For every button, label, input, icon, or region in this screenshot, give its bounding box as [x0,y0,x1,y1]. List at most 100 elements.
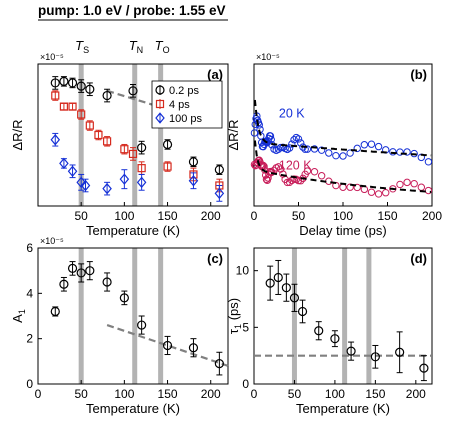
fit-curve [253,99,432,157]
data-point [294,135,303,143]
data-point [424,158,433,166]
data-point [50,306,60,317]
data-point [339,152,347,160]
temperature-marker-label: TS [75,38,89,55]
x-tick-label: 150 [158,387,178,401]
data-point [346,149,354,157]
data-point [162,340,173,351]
x-tick-label: 50 [75,209,89,223]
data-point [120,145,129,154]
data-point [396,148,404,156]
data-point [85,84,95,94]
x-tick-label: 150 [158,209,178,223]
series-tau1 [265,259,429,382]
data-point [310,168,319,176]
data-point [289,293,300,303]
data-point [360,141,369,149]
data-point [283,178,292,187]
y-tick-label: 6 [26,241,33,255]
y-tick-label: 0 [26,377,33,391]
temperature-marker-bar [132,64,138,206]
data-point [346,346,356,356]
data-point [76,81,86,91]
legend-marker [155,99,165,109]
data-point [85,266,95,276]
x-tick-label: 50 [288,387,302,401]
series-4-ps [51,90,224,193]
x-tick-label: 100 [114,209,134,223]
data-point [266,132,275,140]
data-point [419,363,429,373]
legend-label: 100 ps [169,113,203,125]
data-point [250,129,259,137]
temperature-marker-bar [366,248,372,384]
temperature-marker-bar [158,64,164,206]
data-point [268,168,276,176]
data-point [188,175,199,187]
x-tick-label: 150 [377,209,397,223]
data-point [50,133,61,146]
data-point [188,343,199,353]
data-point [214,165,224,175]
data-point [303,167,312,175]
data-point [265,278,275,288]
data-point [128,86,138,96]
data-point [382,189,390,197]
temperature-marker-label: TO [155,38,170,55]
plot-frame [37,63,229,207]
data-point [85,121,94,130]
fit-curve [253,140,432,193]
x-axis-label: Delay time (ps) [299,223,386,238]
data-point [94,130,103,140]
data-point [80,179,91,192]
data-point [267,135,275,144]
data-point [163,162,172,171]
y-tick-label: 10 [236,264,250,278]
chart-panel-2: 0 50 100 150 200 ×10⁻⁵ Delay time (ps) ΔR/R (b) 2… [226,52,442,238]
data-point [297,139,305,147]
data-point [188,157,199,167]
temperature-marker-bar [291,248,297,384]
panel-label: (b) [410,67,427,82]
y-tick-label: 5 [242,320,249,334]
series-A1 [50,261,224,376]
data-point [137,143,147,153]
data-point [403,148,411,156]
legend-label: 4 ps [169,99,190,111]
x-tick-label: 150 [365,387,385,401]
legend-marker [155,85,165,95]
temperature-marker-bar [342,248,348,384]
data-point [102,90,112,101]
data-point [417,183,426,191]
y-tick-label: 4 [26,286,33,300]
data-point [283,145,292,154]
y-axis-label: ΔR/R [10,119,25,150]
data-point [395,347,405,357]
data-point [136,176,147,189]
chart-panel-4: 0 50 100 150 200 0 5 10 Temperature (K) τ1 (ps) (d… [226,247,433,416]
x-tick-label: 200 [201,209,221,223]
series-20-K: 20 K [250,99,433,166]
data-point [325,177,333,185]
data-point [274,163,283,171]
figure-header: pump: 1.0 eV / probe: 1.55 eV [38,3,226,18]
panel-label: (d) [410,251,427,266]
fit-line [106,89,160,108]
x-tick-label: 0 [35,387,42,401]
temperature-marker-bar [132,248,138,384]
data-point [214,187,225,200]
data-point [76,176,86,189]
data-point [51,91,60,100]
plot-frame [253,247,433,385]
x-tick-label: 0 [251,387,258,401]
data-point [214,359,224,369]
chart-panel-1: TS TN TO 50 100 150 200 ×10⁻⁵ Temperature (K) ΔR/… [10,38,229,238]
data-point [59,279,69,289]
data-point [389,185,397,193]
x-tick-label: 0 [251,209,258,223]
data-point [353,144,361,153]
data-point [102,137,112,146]
data-point [374,190,383,198]
y-tick-label: 2 [26,332,33,346]
